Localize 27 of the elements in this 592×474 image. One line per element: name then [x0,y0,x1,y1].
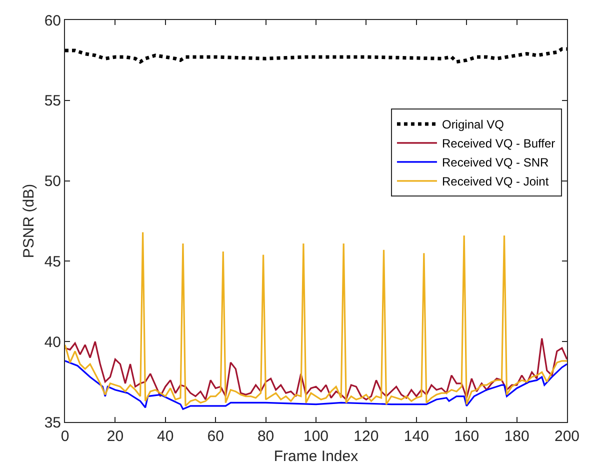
x-tick-label: 20 [106,428,124,445]
legend-label: Original VQ [442,118,504,132]
x-tick-label: 160 [454,428,480,445]
y-tick-label: 40 [44,334,61,351]
y-tick-label: 55 [44,92,61,110]
x-tick-label: 80 [257,428,274,445]
line-series [65,338,567,400]
x-tick-label: 140 [404,428,429,445]
x-axis-title: Frame Index [274,448,359,465]
line-series [65,47,567,64]
x-tick-label: 180 [504,428,530,445]
y-tick-label: 35 [44,414,61,432]
y-tick-label: 60 [44,12,61,30]
legend-label: Received VQ - SNR [442,156,550,170]
line-series [65,360,567,410]
x-tick-label: 200 [554,428,580,445]
x-tick-label: 120 [354,428,379,445]
y-tick-label: 45 [44,253,61,270]
x-tick-label: 40 [157,428,174,445]
x-tick-label: 0 [60,428,70,445]
y-axis-title: PSNR (dB) [20,184,38,258]
legend-label: Received VQ - Joint [442,174,550,189]
line-series [65,231,567,407]
legend-label: Received VQ - Buffer [442,136,556,151]
x-tick-label: 100 [303,428,329,445]
y-tick-label: 50 [44,173,61,190]
x-tick-label: 60 [207,428,224,445]
